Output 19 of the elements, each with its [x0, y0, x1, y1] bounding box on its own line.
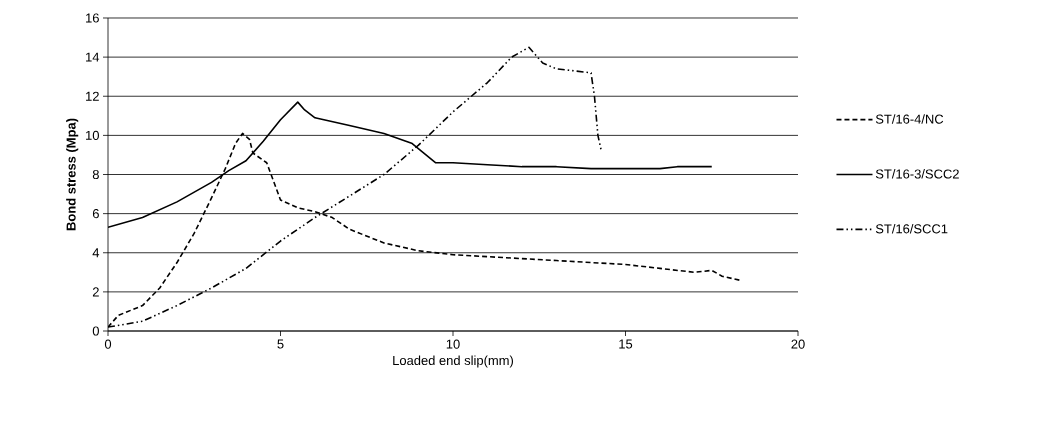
y-tick-label: 14: [86, 52, 100, 62]
y-tick-label: 4: [92, 248, 100, 258]
x-tick-label: 10: [446, 339, 460, 349]
y-axis-title: Bond stress (Mpa): [66, 118, 79, 231]
y-tick-label: 16: [86, 13, 99, 23]
x-tick-label: 15: [619, 339, 633, 349]
x-tick-label: 0: [104, 339, 112, 349]
y-tick-label: 12: [86, 91, 99, 101]
legend-label: ST/16-3/SCC2: [875, 169, 959, 179]
legend-label: ST/16/SCC1: [875, 223, 948, 234]
y-tick-label: 8: [92, 169, 99, 180]
legend-label: ST/16-4/NC: [875, 114, 944, 124]
y-tick-label: 6: [92, 209, 99, 219]
x-tick-label: 5: [277, 339, 284, 349]
x-tick-label: 20: [791, 339, 805, 349]
y-tick-label: 2: [92, 287, 99, 297]
x-axis-title: Loaded end slip(mm): [393, 355, 513, 368]
y-tick-label: 10: [86, 130, 99, 140]
y-tick-label: 0: [92, 326, 99, 336]
